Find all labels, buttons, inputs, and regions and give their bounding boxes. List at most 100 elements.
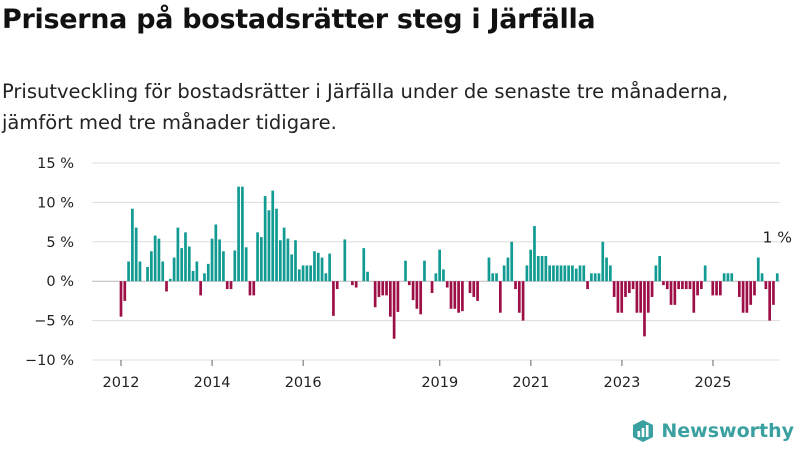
bars — [119, 186, 779, 339]
bar — [195, 261, 199, 282]
x-tick-label: 2016 — [285, 375, 322, 391]
bar — [669, 281, 673, 305]
bar — [559, 265, 563, 282]
bar — [525, 265, 529, 282]
bar — [131, 208, 134, 282]
bar — [157, 238, 161, 282]
bar — [225, 281, 229, 290]
bar — [624, 281, 627, 297]
bar — [605, 257, 608, 282]
bar — [468, 281, 472, 294]
bar — [654, 265, 658, 282]
bar — [726, 273, 730, 282]
bar — [286, 238, 290, 282]
bar — [301, 265, 305, 282]
x-tick-label: 2012 — [103, 375, 140, 391]
bar — [491, 273, 495, 282]
annotations: 1 % — [762, 228, 792, 246]
bar — [449, 281, 453, 309]
bar — [533, 226, 536, 282]
bar — [305, 265, 309, 282]
bar — [662, 281, 665, 286]
bar — [377, 281, 381, 297]
bar — [627, 281, 631, 294]
bar — [149, 251, 153, 282]
bar — [552, 265, 555, 282]
bar — [199, 281, 203, 296]
bar — [681, 281, 684, 290]
bar — [461, 281, 464, 312]
bar — [278, 240, 282, 282]
bar — [203, 273, 206, 282]
bar — [233, 250, 237, 282]
bar — [290, 254, 294, 282]
bar — [442, 269, 445, 282]
grid-lines — [92, 162, 780, 361]
bar — [313, 251, 316, 282]
bar — [730, 273, 734, 282]
bar — [775, 273, 779, 282]
bar — [165, 281, 168, 292]
brand-name: Newsworthy — [661, 420, 794, 442]
bar — [176, 227, 180, 282]
bar — [392, 281, 396, 339]
bar — [453, 281, 457, 309]
x-axis-labels: 2012 2014 2016 2019 2021 2023 2025 — [103, 360, 731, 391]
bar — [677, 281, 680, 290]
bar — [608, 265, 612, 282]
bar — [415, 281, 419, 309]
bar — [612, 281, 616, 297]
bar — [248, 281, 252, 296]
bar — [187, 246, 191, 282]
bar — [521, 281, 525, 321]
y-tick-label: 5 % — [46, 235, 74, 251]
bar — [320, 257, 324, 282]
bar — [275, 208, 278, 282]
bar — [191, 270, 195, 282]
bar — [772, 281, 775, 305]
bar — [601, 241, 605, 282]
bar — [749, 281, 753, 305]
bar — [404, 260, 407, 282]
bar — [548, 265, 551, 282]
bar — [703, 265, 707, 282]
bar — [297, 269, 301, 282]
newsworthy-brand: Newsworthy — [631, 419, 794, 443]
y-tick-label: −10 % — [25, 353, 74, 369]
bar — [180, 248, 184, 282]
bar — [438, 249, 441, 282]
bar — [768, 281, 772, 321]
bar — [237, 186, 240, 282]
bar — [172, 257, 176, 282]
bar — [586, 281, 589, 290]
bar — [616, 281, 620, 313]
bar — [146, 267, 149, 282]
bar — [127, 261, 130, 282]
bar — [309, 265, 313, 282]
y-tick-label: 15 % — [37, 156, 74, 172]
bar — [267, 210, 271, 282]
bar — [514, 281, 517, 290]
bar — [256, 232, 259, 282]
bar — [529, 249, 533, 282]
bar — [590, 273, 593, 282]
y-axis-labels: 15 % 10 % 5 % 0 % −5 % −10 % — [25, 156, 74, 369]
bar — [498, 281, 502, 313]
x-tick-label: 2021 — [512, 375, 549, 391]
bar — [567, 265, 570, 282]
bar — [745, 281, 749, 313]
bar — [540, 255, 544, 282]
bar — [134, 227, 138, 282]
y-tick-label: 10 % — [37, 195, 74, 211]
bar — [168, 278, 172, 282]
bar — [343, 239, 347, 282]
bar — [673, 281, 677, 305]
bar — [396, 281, 400, 312]
bar — [715, 281, 718, 296]
bar — [354, 281, 358, 288]
bar — [263, 196, 267, 282]
bar — [643, 281, 646, 337]
bar — [563, 265, 567, 282]
bar — [407, 281, 411, 286]
bar — [241, 186, 244, 282]
